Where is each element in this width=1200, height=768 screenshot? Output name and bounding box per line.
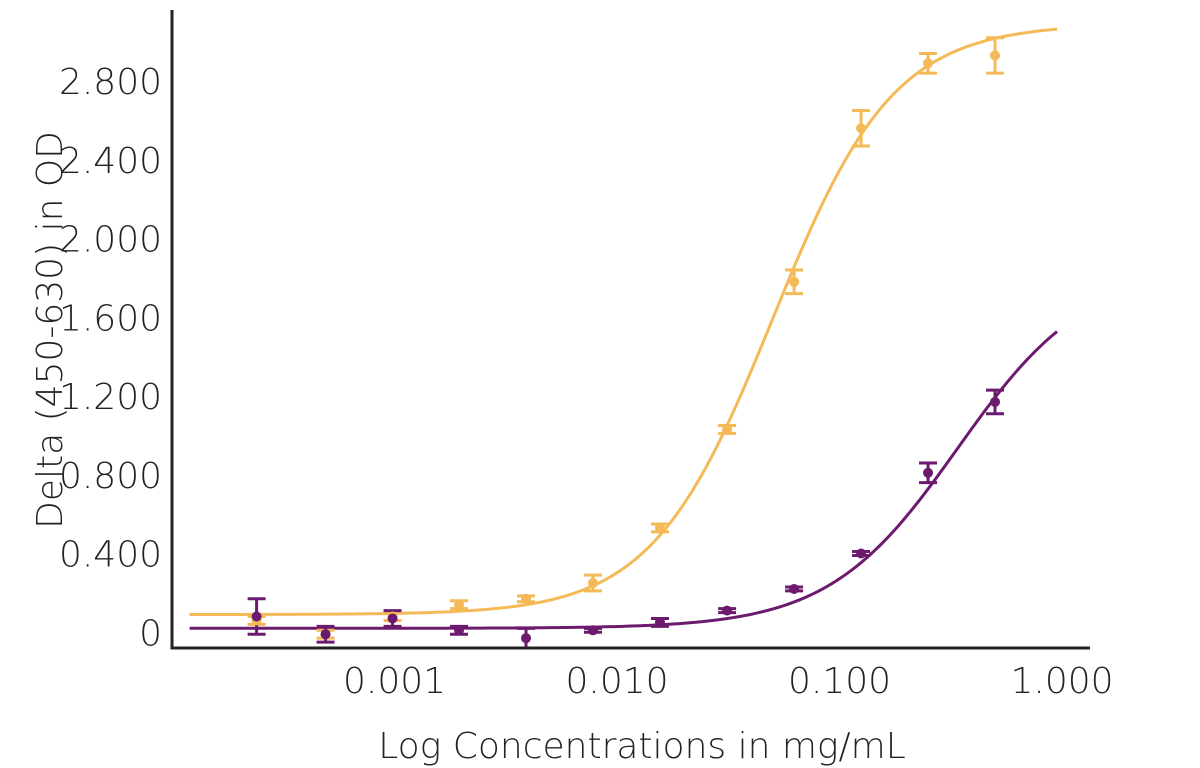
x-axis-title: Log Concentrations in mg/mL [378,726,906,767]
x-tick-label: 0.010 [565,661,668,702]
data-point [320,629,331,640]
fit-curve-series-2 [189,330,1058,630]
data-point [521,633,532,644]
data-point [856,548,867,559]
data-point [454,599,465,610]
x-tick-labels: 0.001 0.010 0.100 1.000 [343,661,1114,702]
data-point [856,123,867,134]
y-tick-label: 0 [139,613,162,654]
y-tick-label: 2.400 [59,141,162,182]
data-point [789,276,800,287]
y-tick-label: 0.400 [59,535,162,576]
y-tick-label: 0.800 [59,456,162,497]
data-points [251,50,1001,644]
y-tick-labels: 0 0.400 0.800 1.200 1.600 2.000 2.400 2.800 [59,62,162,654]
data-point [789,583,800,594]
data-point [521,593,532,604]
data-point [654,617,665,628]
y-tick-label: 2.800 [59,62,162,103]
error-bars [247,36,1005,650]
data-point [990,396,1001,407]
data-point [722,605,733,616]
x-tick-label: 0.100 [788,661,891,702]
x-tick-label: 1.000 [1010,661,1113,702]
data-point [990,50,1001,61]
y-tick-label: 1.600 [59,298,162,339]
fitted-curves [189,27,1058,630]
y-tick-label: 2.000 [59,220,162,261]
data-point [654,522,665,533]
data-point [923,467,934,478]
x-tick-label: 0.001 [343,661,446,702]
data-point [587,625,598,636]
fit-curve-series-1 [189,27,1058,616]
data-point [387,613,398,624]
axis-lines [170,10,1090,650]
data-point [722,424,733,435]
y-tick-label: 1.200 [59,377,162,418]
data-point [251,611,262,622]
data-point [454,625,465,636]
data-point [587,578,598,589]
y-axis-title: Delta (450-630) in OD [30,131,71,529]
data-point [923,58,934,69]
